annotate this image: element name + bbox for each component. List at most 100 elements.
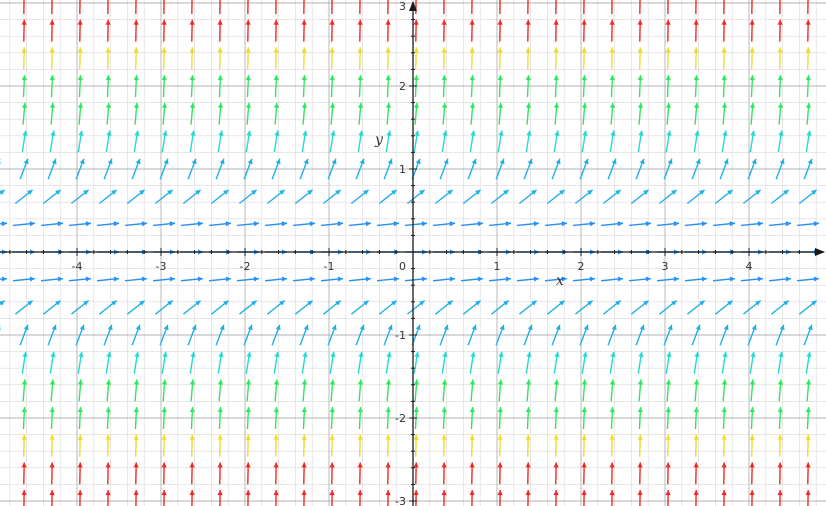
field-arrow [329,379,336,402]
field-arrow [292,276,316,282]
field-arrow [273,102,280,125]
field-arrow [217,47,223,70]
field-arrow [637,351,644,374]
field-arrow [247,0,249,15]
field-arrow [385,102,392,125]
field-arrow [749,130,756,153]
field-arrow [350,299,370,315]
field-arrow [161,462,167,485]
field-arrow [777,434,783,457]
field-arrow [161,434,167,457]
field-arrow [406,299,426,315]
field-arrow [189,406,195,430]
field-arrow [600,221,624,227]
field-arrow [49,351,56,374]
field-arrow [805,130,812,153]
field-arrow [47,158,57,180]
field-arrow [747,324,757,346]
field-arrow [245,489,251,506]
field-arrow [133,351,140,374]
field-arrow [693,351,700,374]
field-arrow [301,19,307,42]
field-arrow [273,351,280,374]
field-arrow [805,406,811,430]
field-arrow [245,379,252,402]
field-arrow [665,351,672,374]
field-arrow [637,19,643,42]
field-arrow [488,221,512,227]
y-tick-label: 1 [399,163,406,176]
field-arrow [161,47,167,70]
field-arrow [124,276,148,282]
field-arrow [469,47,475,70]
y-tick-label: -2 [395,412,406,425]
field-arrow [0,324,1,331]
field-arrow [637,102,644,125]
field-arrow [273,406,279,430]
field-arrow [637,434,643,457]
field-arrow [322,189,342,205]
field-arrow [777,19,783,42]
field-arrow [553,47,559,70]
field-arrow [105,434,111,457]
field-arrow [301,351,308,374]
field-arrow [523,158,533,180]
field-arrow [658,189,678,205]
field-arrow [243,158,253,180]
field-arrow [581,47,587,70]
field-arrow [12,221,36,227]
x-tick-label: 3 [662,260,669,273]
field-arrow [152,221,176,227]
field-arrow [105,102,112,125]
field-arrow [805,462,811,485]
field-arrow [441,406,447,430]
field-arrow [103,324,113,346]
field-arrow [68,221,92,227]
field-arrow [719,324,729,346]
field-arrow [271,158,281,180]
field-arrow [805,47,811,70]
field-arrow [551,158,561,180]
field-arrow [189,351,196,374]
field-arrow [21,351,28,374]
field-arrow [245,406,251,430]
field-arrow [301,462,307,485]
field-arrow [749,351,756,374]
field-arrow [217,351,224,374]
field-arrow [413,379,420,402]
field-arrow [301,489,307,506]
field-arrow [663,324,673,346]
field-arrow [609,130,616,153]
field-arrow [191,0,193,15]
field-arrow [215,158,225,180]
field-arrow [264,221,288,227]
field-arrow [77,379,84,402]
field-arrow [21,462,27,485]
field-arrow [544,276,568,282]
field-arrow [273,19,279,42]
field-arrow [432,276,456,282]
field-arrow [525,130,532,153]
field-arrow [628,276,652,282]
field-arrow [581,406,587,430]
field-arrow [441,462,447,485]
field-arrow [775,324,785,346]
field-arrow [553,102,560,125]
field-arrow [245,74,251,98]
field-arrow [497,19,503,42]
field-arrow [105,462,111,485]
field-arrow [777,489,783,506]
field-arrow [357,406,363,430]
field-arrow [691,158,701,180]
field-arrow [19,324,29,346]
field-arrow [805,74,811,98]
field-arrow [777,130,784,153]
field-arrow [245,19,251,42]
field-arrow [245,102,252,125]
field-arrow [322,299,342,315]
field-arrow [495,324,505,346]
field-arrow [0,221,8,227]
field-arrow [803,324,813,346]
field-arrow [217,489,223,506]
